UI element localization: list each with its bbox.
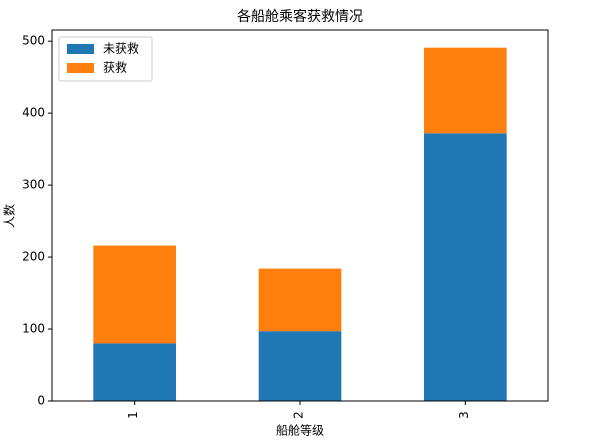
bar-segment [424, 133, 507, 401]
x-axis-label: 船舱等级 [276, 424, 324, 438]
legend-swatch [67, 44, 94, 54]
x-tick-label: 1 [126, 411, 140, 419]
bar-segment [424, 47, 507, 134]
bar-segment [93, 245, 176, 344]
x-tick-label: 2 [292, 411, 306, 419]
plot-frame [51, 29, 549, 402]
bar-segment [93, 343, 176, 401]
legend-label: 获救 [103, 60, 127, 75]
legend-swatch [67, 63, 94, 73]
y-tick-label: 400 [22, 106, 45, 120]
legend-label: 未获救 [103, 41, 139, 56]
y-tick-label: 500 [22, 34, 45, 48]
y-tick-label: 200 [22, 250, 45, 264]
bar-segment [258, 331, 342, 401]
x-tick-label: 3 [457, 411, 471, 419]
y-tick-label: 100 [22, 322, 45, 336]
bar-segment [258, 268, 342, 332]
chart-title: 各船舱乘客获救情况 [237, 8, 363, 25]
y-tick-label: 0 [37, 394, 45, 408]
y-axis-label: 人数 [2, 204, 17, 228]
y-tick-label: 300 [22, 178, 45, 192]
